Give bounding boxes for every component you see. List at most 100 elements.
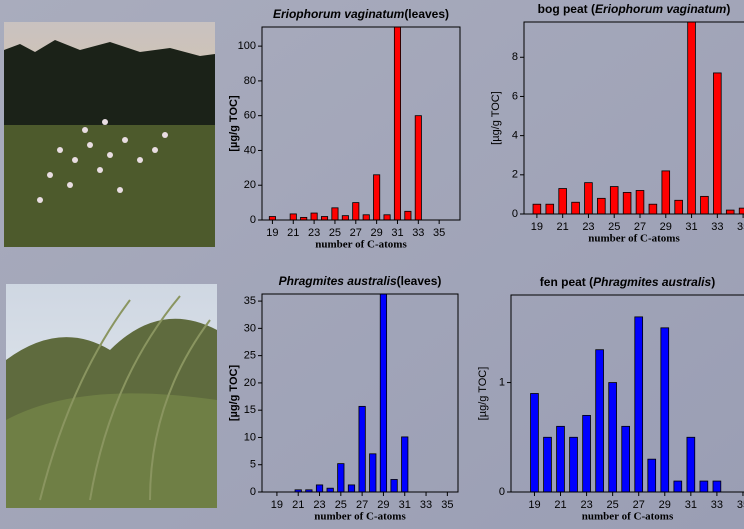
title-part: Eriophorum vaginatum: [273, 7, 405, 21]
x-tick-label: 21: [557, 221, 569, 233]
x-tick-label: 23: [308, 227, 320, 239]
bar: [316, 485, 322, 492]
x-tick-label: 33: [420, 499, 432, 511]
y-tick-label: 10: [244, 431, 256, 443]
y-tick-label: 0: [250, 214, 256, 226]
bar: [402, 437, 408, 492]
x-tick-label: 19: [528, 499, 540, 511]
bar: [363, 215, 369, 220]
photo-reed: [6, 284, 217, 508]
bar: [415, 116, 421, 220]
x-tick-label: 33: [412, 227, 424, 239]
x-tick-label: 31: [685, 221, 697, 233]
bar: [546, 204, 554, 214]
bar: [713, 73, 721, 214]
bar: [290, 214, 296, 220]
x-axis-label: number of C-atoms: [582, 511, 674, 523]
bar: [635, 317, 643, 492]
bar: [661, 328, 669, 492]
bar: [533, 204, 541, 214]
bar: [700, 481, 708, 492]
x-tick-label: 27: [350, 227, 362, 239]
bar: [701, 196, 709, 214]
title-part: Phragmites australis: [593, 275, 711, 289]
bar: [675, 200, 683, 214]
x-axis-label: number of C-atoms: [588, 233, 680, 245]
x-tick-label: 31: [685, 499, 697, 511]
x-tick-label: 25: [335, 499, 347, 511]
x-tick-label: 25: [607, 499, 619, 511]
x-tick-label: 23: [313, 499, 325, 511]
y-tick-label: 1: [499, 376, 505, 388]
figure: 020406080100192123252729313335number of …: [0, 0, 744, 529]
bar: [374, 175, 380, 220]
bar: [394, 25, 400, 220]
bar: [559, 189, 567, 214]
x-tick-label: 31: [399, 499, 411, 511]
bar: [687, 437, 695, 492]
y-axis-label: [µg/g TOC]: [228, 95, 240, 152]
bar: [557, 426, 565, 492]
y-tick-label: 30: [244, 322, 256, 334]
y-tick-label: 40: [244, 144, 256, 156]
x-tick-label: 35: [441, 499, 453, 511]
y-tick-label: 8: [512, 51, 518, 63]
chart-title: bog peat (Eriophorum vaginatum): [538, 2, 731, 16]
bar: [597, 198, 605, 214]
x-axis-label: number of C-atoms: [315, 239, 407, 251]
x-tick-label: 33: [711, 221, 723, 233]
bar: [623, 192, 631, 214]
bar: [359, 406, 365, 492]
bar: [311, 213, 317, 220]
bar: [338, 464, 344, 492]
y-axis-label: [µg/g TOC]: [228, 365, 240, 422]
title-part: fen peat (: [540, 275, 593, 289]
y-tick-label: 5: [250, 459, 256, 471]
x-tick-label: 21: [287, 227, 299, 239]
title-part: Eriophorum vaginatum: [595, 2, 727, 16]
bar: [713, 481, 721, 492]
chart-title: Eriophorum vaginatum(leaves): [273, 7, 449, 21]
bar: [636, 190, 644, 214]
y-tick-label: 60: [244, 110, 256, 122]
bar: [342, 216, 348, 220]
bar: [531, 394, 539, 493]
bar: [321, 217, 327, 220]
bar: [662, 171, 670, 214]
x-tick-label: 19: [531, 221, 543, 233]
bar: [544, 437, 552, 492]
x-tick-label: 21: [292, 499, 304, 511]
y-tick-label: 80: [244, 75, 256, 87]
x-tick-label: 31: [391, 227, 403, 239]
x-tick-label: 29: [371, 227, 383, 239]
x-tick-label: 23: [582, 221, 594, 233]
bar: [585, 183, 593, 214]
bar: [380, 290, 386, 492]
bar: [674, 481, 682, 492]
bar: [327, 488, 333, 492]
x-tick-label: 29: [659, 499, 671, 511]
bar: [610, 187, 618, 214]
y-tick-label: 0: [512, 208, 518, 220]
title-part: ): [726, 2, 730, 16]
title-part: (leaves): [404, 7, 449, 21]
x-tick-label: 19: [271, 499, 283, 511]
title-part: bog peat (: [538, 2, 595, 16]
bar: [269, 217, 275, 220]
x-tick-label: 33: [711, 499, 723, 511]
y-tick-label: 25: [244, 350, 256, 362]
chart-title: fen peat (Phragmites australis): [540, 275, 715, 289]
y-tick-label: 100: [238, 40, 256, 52]
y-tick-label: 4: [512, 130, 518, 142]
title-part: ): [711, 275, 715, 289]
bar: [405, 211, 411, 220]
bar: [739, 208, 744, 214]
y-tick-label: 15: [244, 404, 256, 416]
bar: [622, 426, 630, 492]
y-tick-label: 20: [244, 377, 256, 389]
y-tick-label: 0: [499, 486, 505, 498]
bar: [348, 485, 354, 492]
bar: [649, 204, 657, 214]
bar: [384, 215, 390, 220]
x-tick-label: 35: [433, 227, 445, 239]
